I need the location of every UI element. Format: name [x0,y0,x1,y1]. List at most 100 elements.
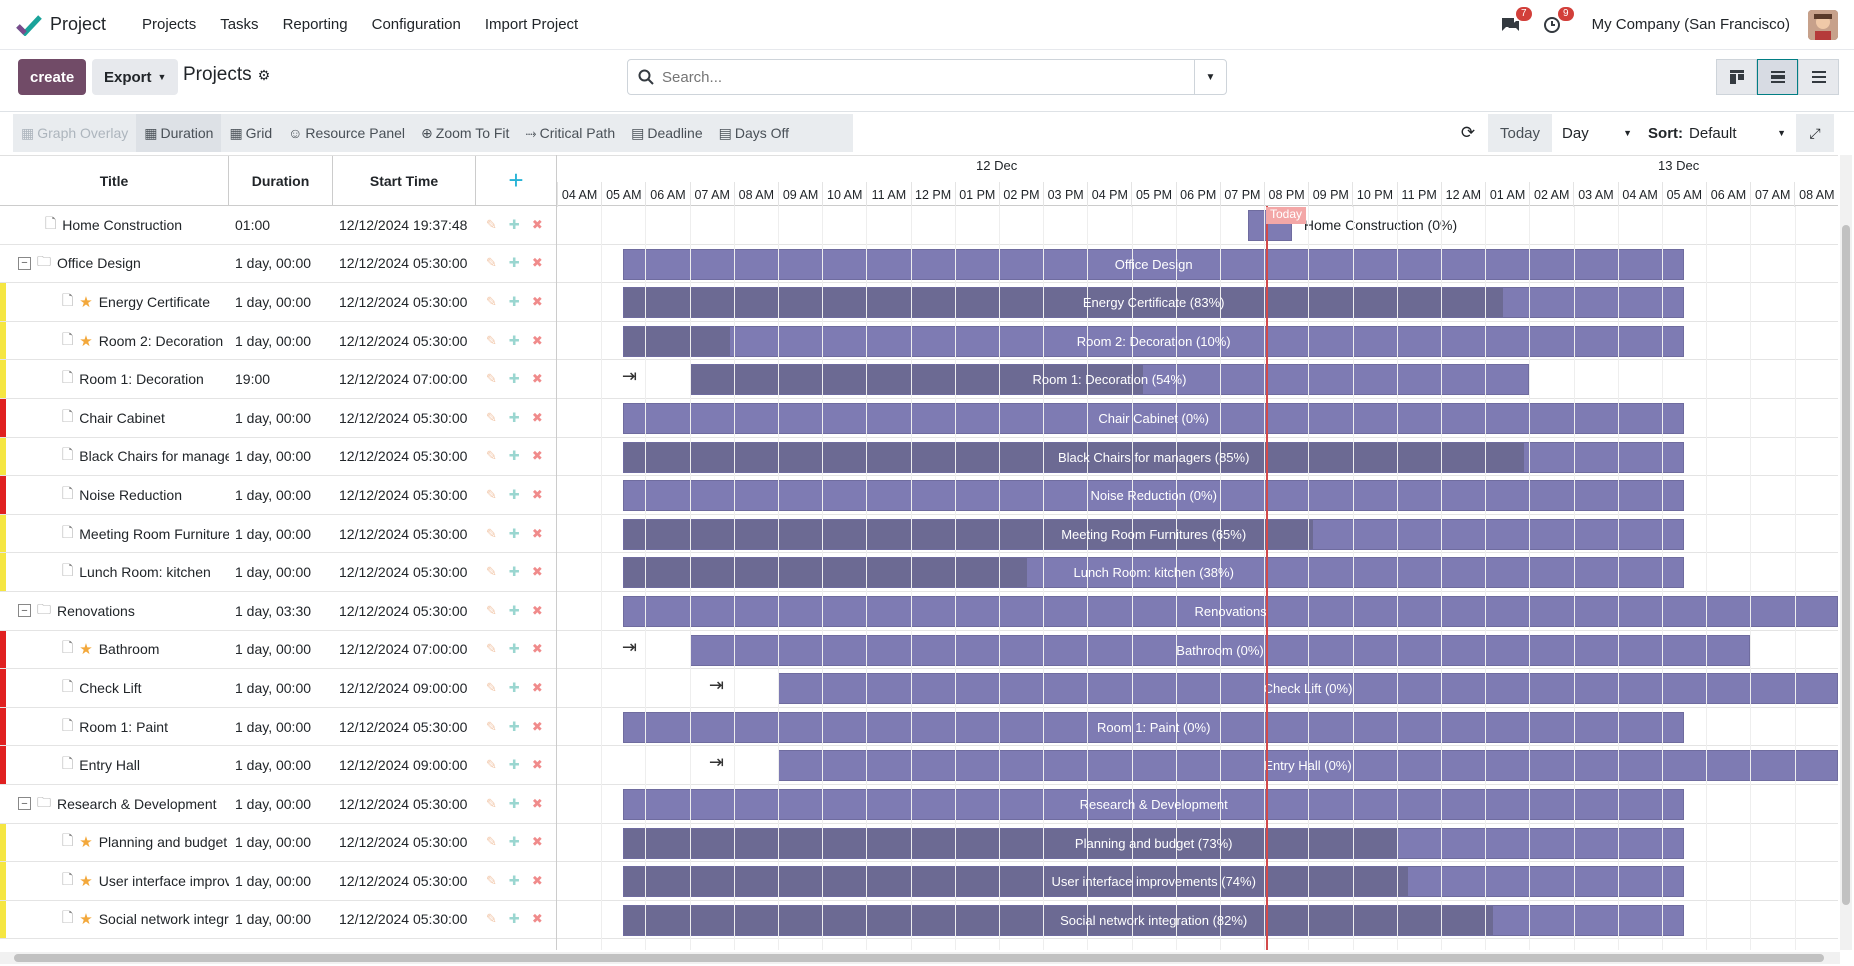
menu-tasks[interactable]: Tasks [220,16,259,33]
edit-icon[interactable]: ✎ [486,718,497,734]
menu-import-project[interactable]: Import Project [484,16,579,33]
task-row[interactable]: − 🗀 Renovations 1 day, 03:30 12/12/2024 05:3… [0,592,556,631]
add-subtask-icon[interactable]: ✚ [508,293,520,309]
edit-icon[interactable]: ✎ [486,525,497,541]
add-subtask-icon[interactable]: ✚ [508,486,520,502]
menu-projects[interactable]: Projects [142,16,197,33]
sort-select[interactable]: Sort: Default ▼ [1642,114,1792,152]
collapse-toggle-icon[interactable]: − [18,604,31,618]
delete-icon[interactable]: ✖ [531,834,543,850]
delete-icon[interactable]: ✖ [531,525,543,541]
resource-panel-button[interactable]: ☺ Resource Panel [280,114,413,152]
refresh-button[interactable]: ⟳ [1448,114,1488,152]
add-subtask-icon[interactable]: ✚ [508,757,520,773]
edit-icon[interactable]: ✎ [486,834,497,850]
deadline-button[interactable]: ▤ Deadline [623,114,711,152]
delete-icon[interactable]: ✖ [531,293,543,309]
task-row[interactable]: 🗋 Room 1: Paint 1 day, 00:00 12/12/2024 05:… [0,707,556,747]
delete-icon[interactable]: ✖ [531,371,543,387]
column-duration[interactable]: Duration [229,156,333,205]
add-subtask-icon[interactable]: ✚ [508,564,520,580]
star-icon[interactable]: ★ [79,834,93,852]
task-row[interactable]: 🗋 Meeting Room Furnitures 1 day, 00:00 12/1… [0,514,556,554]
task-row[interactable]: 🗋 ★ Social network integration 1 day, 00:00… [0,900,556,940]
add-task-button[interactable]: + [476,156,556,205]
task-row[interactable]: 🗋 Room 1: Decoration 19:00 12/12/2024 07:00… [0,360,556,399]
task-bar[interactable]: Meeting Room Furnitures (65%) [623,518,1685,550]
today-button[interactable]: Today [1488,114,1553,152]
task-bar[interactable]: Black Chairs for managers (85%) [623,441,1685,473]
delete-icon[interactable]: ✖ [531,679,543,695]
search-options-toggle[interactable]: ▼ [1194,60,1226,94]
task-bar[interactable]: Planning and budget (73%) [623,827,1685,859]
edit-icon[interactable]: ✎ [486,332,497,348]
task-bar[interactable]: Research & Development [623,788,1685,820]
critical-path-button[interactable]: ⤑ Critical Path [517,114,623,152]
menu-configuration[interactable]: Configuration [371,16,461,33]
edit-icon[interactable]: ✎ [486,641,497,657]
company-switcher[interactable]: My Company (San Francisco) [1591,16,1790,33]
add-subtask-icon[interactable]: ✚ [508,641,520,657]
add-subtask-icon[interactable]: ✚ [508,834,520,850]
graph-overlay-button[interactable]: ▦ Graph Overlay [13,114,136,152]
edit-icon[interactable]: ✎ [486,602,497,618]
delete-icon[interactable]: ✖ [531,216,543,232]
task-row[interactable]: 🗋 Lunch Room: kitchen 1 day, 00:00 12/12/20… [0,553,556,592]
task-bar[interactable]: Renovations [623,595,1838,627]
add-subtask-icon[interactable]: ✚ [508,448,520,464]
edit-icon[interactable]: ✎ [486,486,497,502]
task-row[interactable]: 🗋 ★ Bathroom 1 day, 00:00 12/12/2024 07:00:0… [0,630,556,670]
fullscreen-button[interactable]: ⤢ [1796,114,1835,152]
edit-icon[interactable]: ✎ [486,872,497,888]
menu-reporting[interactable]: Reporting [282,16,348,33]
task-bar[interactable]: Check Lift (0%) [778,673,1838,705]
gantt-view-button[interactable] [1757,59,1798,95]
collapse-toggle-icon[interactable]: − [18,256,31,270]
task-bar[interactable]: Room 2: Decoration (10%) [623,325,1685,357]
edit-icon[interactable]: ✎ [486,371,497,387]
delete-icon[interactable]: ✖ [531,448,543,464]
task-row[interactable]: 🗋 Noise Reduction 1 day, 00:00 12/12/2024 0… [0,476,556,515]
add-subtask-icon[interactable]: ✚ [508,795,520,811]
task-row[interactable]: 🗋 ★ Energy Certificate 1 day, 00:00 12/12/20… [0,283,556,322]
task-row[interactable]: 🗋 ★ User interface improvements 1 day, 00:0… [0,862,556,901]
add-subtask-icon[interactable]: ✚ [508,216,520,232]
task-row[interactable]: 🗋 Chair Cabinet 1 day, 00:00 12/12/2024 05:… [0,398,556,438]
star-icon[interactable]: ★ [79,872,93,890]
horizontal-scroll-thumb[interactable] [14,954,1824,962]
delete-icon[interactable]: ✖ [531,486,543,502]
edit-icon[interactable]: ✎ [486,255,497,271]
edit-icon[interactable]: ✎ [486,757,497,773]
task-bar[interactable]: Room 1: Decoration (54%) [689,364,1530,396]
edit-icon[interactable]: ✎ [486,293,497,309]
edit-icon[interactable]: ✎ [486,448,497,464]
add-subtask-icon[interactable]: ✚ [508,718,520,734]
star-icon[interactable]: ★ [79,641,93,659]
star-icon[interactable]: ★ [79,293,93,311]
messages-button[interactable]: 7 [1498,6,1532,37]
task-row[interactable]: − 🗀 Research & Development 1 day, 00:00 12/1… [0,785,556,824]
add-subtask-icon[interactable]: ✚ [508,911,520,927]
star-icon[interactable]: ★ [79,911,93,929]
task-row[interactable]: 🗋 ★ Room 2: Decoration 1 day, 00:00 12/12/20… [0,321,556,361]
task-bar[interactable]: User interface improvements (74%) [623,866,1685,898]
task-bar[interactable]: Chair Cabinet (0%) [623,402,1685,434]
column-title[interactable]: Title [0,156,229,205]
star-icon[interactable]: ★ [79,332,93,350]
delete-icon[interactable]: ✖ [531,602,543,618]
export-button[interactable]: Export ▼ [92,59,179,95]
edit-icon[interactable]: ✎ [486,409,497,425]
delete-icon[interactable]: ✖ [531,255,543,271]
days-off-button[interactable]: ▤ Days Off [711,114,797,152]
search-input[interactable] [654,60,1194,94]
vertical-scroll-thumb[interactable] [1842,225,1850,905]
task-row[interactable]: 🗋 Check Lift 1 day, 00:00 12/12/2024 09:00:… [0,669,556,708]
delete-icon[interactable]: ✖ [531,641,543,657]
task-bar[interactable]: Room 1: Paint (0%) [623,711,1685,743]
zoom-to-fit-button[interactable]: ⊕ Zoom To Fit [413,114,517,152]
edit-icon[interactable]: ✎ [486,216,497,232]
duration-button[interactable]: ▦ Duration [136,114,222,152]
add-subtask-icon[interactable]: ✚ [508,332,520,348]
delete-icon[interactable]: ✖ [531,718,543,734]
kanban-view-button[interactable] [1716,59,1757,95]
